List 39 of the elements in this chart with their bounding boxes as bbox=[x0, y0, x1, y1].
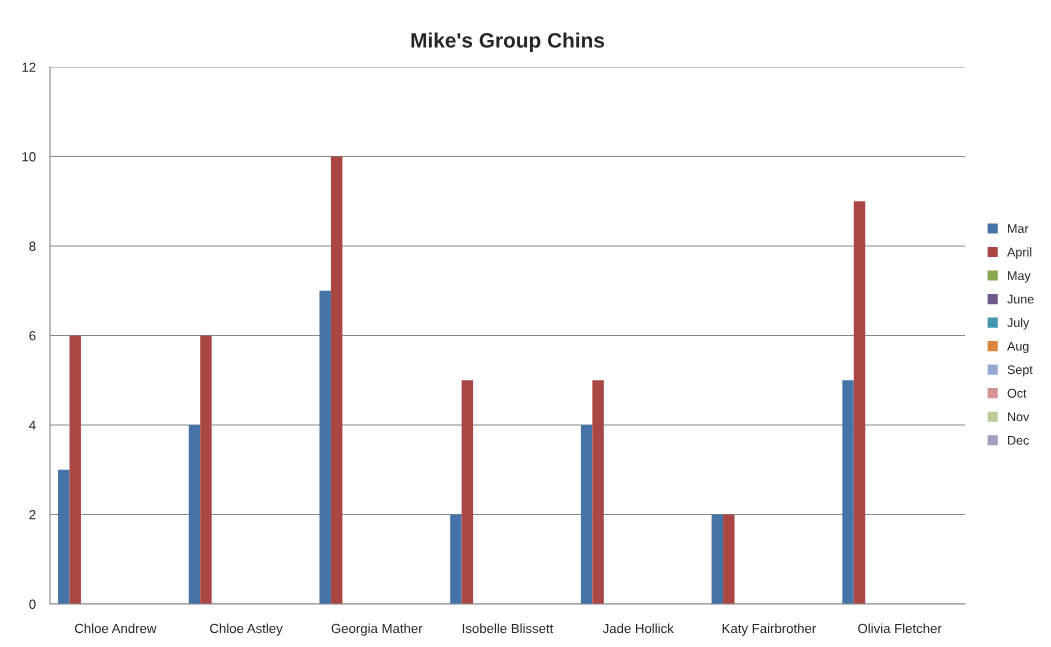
bar bbox=[319, 290, 331, 604]
legend-label: July bbox=[1007, 317, 1030, 330]
bar bbox=[580, 425, 593, 604]
x-tick-label: Chloe Astley bbox=[210, 623, 283, 636]
legend-label: Nov bbox=[1008, 412, 1030, 422]
bar bbox=[461, 380, 474, 604]
y-tick-label: 10 bbox=[22, 152, 36, 162]
x-tick-label: Isobelle Blissett bbox=[462, 623, 554, 634]
legend-label: Sept bbox=[1007, 365, 1033, 377]
legend-label: Mar bbox=[1008, 224, 1029, 233]
bar bbox=[200, 335, 212, 604]
bar bbox=[842, 380, 854, 604]
x-tick-label: Georgia Mather bbox=[331, 623, 423, 636]
legend-label: May bbox=[1008, 271, 1031, 283]
x-tick-label: Olivia Fletcher bbox=[858, 623, 942, 634]
y-tick-label: 0 bbox=[29, 599, 36, 609]
legend-label: April bbox=[1007, 247, 1032, 259]
legend-label: Oct bbox=[1007, 388, 1027, 398]
legend-label: June bbox=[1007, 294, 1034, 304]
x-tick-label: Chloe Andrew bbox=[74, 623, 157, 634]
y-tick-label: 12 bbox=[22, 62, 36, 72]
bar bbox=[592, 380, 604, 604]
bar bbox=[723, 514, 735, 604]
bar bbox=[450, 514, 462, 604]
x-tick-label: Katy Fairbrother bbox=[722, 623, 817, 636]
legend-label: Dec bbox=[1008, 436, 1029, 445]
y-tick-label: 4 bbox=[29, 420, 36, 430]
legend-label: Aug bbox=[1007, 341, 1029, 354]
bar bbox=[853, 201, 866, 604]
bar bbox=[188, 425, 201, 604]
y-tick-label: 8 bbox=[29, 241, 36, 251]
bar bbox=[711, 514, 724, 604]
chart-title: Mike's Group Chins bbox=[411, 32, 605, 52]
y-tick-label: 6 bbox=[29, 331, 36, 341]
x-tick-label: Jade Hollick bbox=[602, 623, 674, 634]
bar bbox=[69, 335, 81, 604]
bar bbox=[330, 156, 343, 604]
y-tick-label: 2 bbox=[29, 510, 36, 520]
bar bbox=[58, 469, 70, 604]
